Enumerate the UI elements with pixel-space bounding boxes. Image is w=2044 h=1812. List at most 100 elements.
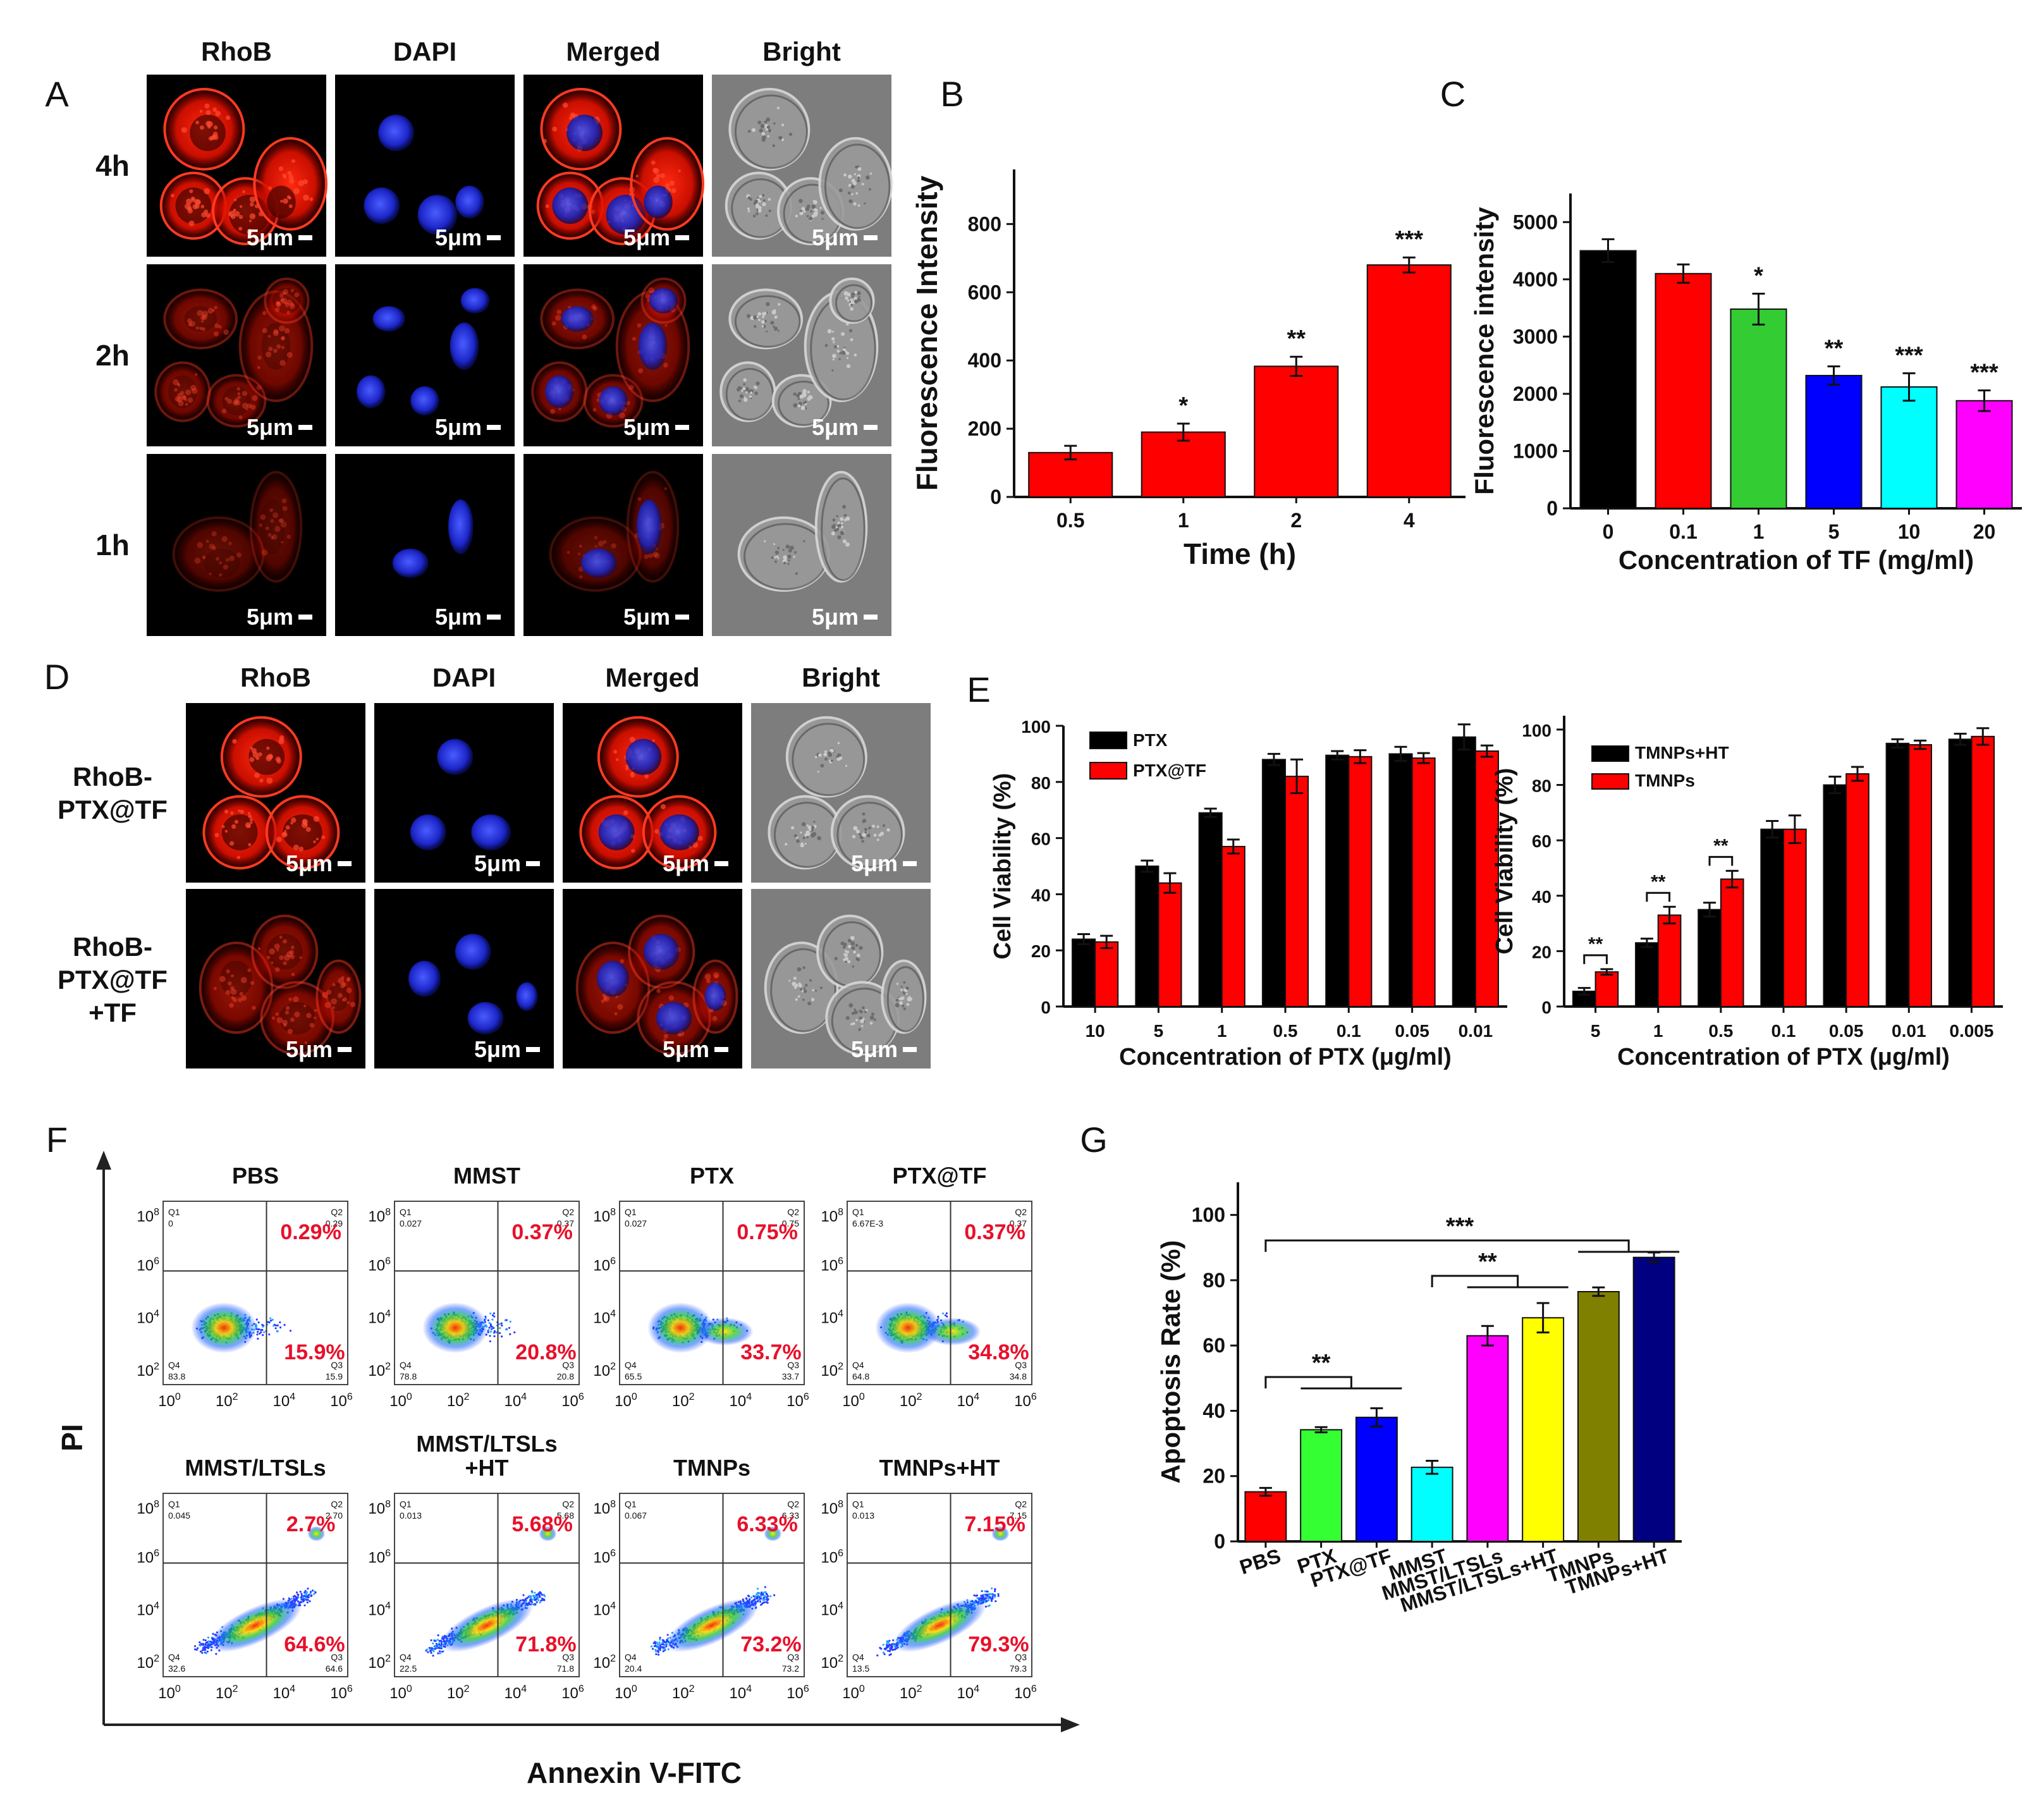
granule: [861, 183, 864, 186]
granule: [799, 394, 804, 399]
speckle: [234, 198, 237, 202]
granule: [799, 211, 804, 216]
speckle: [664, 324, 668, 327]
row-label-2h: 2h: [95, 339, 130, 372]
x-tick-label: 106: [786, 1392, 809, 1410]
speckle: [219, 561, 223, 565]
x-tick-label: 104: [730, 1392, 752, 1410]
granule: [803, 989, 807, 993]
speckle: [281, 346, 285, 350]
granule: [757, 312, 762, 316]
granule: [843, 173, 847, 177]
granule: [773, 325, 775, 328]
event-dot: [439, 1652, 441, 1655]
granule: [854, 353, 857, 357]
event-dot: [258, 1328, 260, 1331]
event-dot: [431, 1647, 434, 1650]
speckle: [280, 298, 285, 303]
nucleus: [372, 306, 405, 332]
granule: [858, 296, 860, 298]
granule: [831, 337, 835, 341]
speckle: [250, 821, 253, 824]
speckle: [195, 326, 200, 330]
event-dot: [255, 1318, 258, 1321]
speckle: [197, 542, 204, 549]
granule: [871, 824, 875, 828]
quadrant-id: Q2: [562, 1499, 574, 1509]
scale-bar: [714, 861, 728, 866]
speckle: [665, 183, 670, 188]
nucleus: [364, 187, 400, 224]
speckle: [249, 196, 256, 203]
granule: [834, 345, 837, 349]
granule: [793, 983, 799, 988]
x-axis-title: Annexin V-FITC: [527, 1756, 742, 1789]
quadrant-id: Q4: [852, 1360, 864, 1370]
speckle: [242, 391, 248, 396]
granule: [800, 831, 802, 834]
x-tick-label: 102: [447, 1392, 470, 1410]
event-dot: [942, 1312, 945, 1315]
speckle: [279, 955, 284, 960]
speckle: [214, 833, 219, 838]
event-dot: [434, 1645, 436, 1648]
x-tick-label: 106: [1014, 1392, 1037, 1410]
granule: [774, 550, 780, 555]
granule: [789, 546, 794, 550]
speckle: [635, 174, 639, 178]
tick-exponent: 4: [610, 1309, 616, 1319]
scale-bar-label: 5μm: [247, 604, 293, 630]
speckle: [630, 773, 635, 778]
speckle: [205, 539, 209, 543]
speckle: [248, 219, 252, 223]
granule: [793, 403, 798, 408]
x-tick-label: 100: [389, 1684, 412, 1702]
speckle: [285, 302, 290, 307]
cell-nucleus-void: [261, 322, 291, 370]
y-tick-label: 102: [368, 1653, 391, 1672]
plot-title: PTX: [690, 1163, 734, 1189]
scale-bar: [675, 615, 689, 620]
speckle: [289, 950, 295, 955]
tick-exponent: 0: [407, 1684, 412, 1694]
speckle: [276, 302, 281, 307]
speckle: [278, 518, 283, 523]
speckle: [656, 173, 661, 178]
speckle: [215, 111, 221, 116]
y-tick-label: 104: [593, 1309, 616, 1327]
granule: [747, 210, 750, 212]
speckle: [287, 171, 292, 176]
speckle: [652, 168, 658, 173]
row-label-1h: 1h: [95, 529, 130, 561]
granule: [759, 195, 762, 199]
speckle: [230, 988, 237, 995]
granule: [838, 756, 843, 760]
speckle: [321, 835, 326, 840]
granule: [861, 840, 865, 843]
tick-exponent: 4: [154, 1309, 159, 1319]
panel-letter-G: G: [1080, 1120, 1108, 1160]
speckle: [346, 978, 350, 982]
granule: [777, 329, 780, 332]
granule: [853, 202, 857, 205]
nucleus: [636, 499, 662, 554]
speckle: [226, 969, 230, 974]
granule: [745, 391, 748, 394]
density-core: [422, 1302, 489, 1354]
speckle: [177, 393, 183, 398]
speckle: [594, 536, 598, 539]
granule: [770, 321, 774, 325]
granule: [848, 174, 852, 179]
speckle: [227, 398, 233, 404]
event-dot: [769, 1595, 772, 1598]
upper-right-percent: 0.37%: [964, 1220, 1025, 1244]
speckle: [326, 989, 332, 995]
speckle: [201, 320, 204, 323]
speckle: [558, 407, 561, 411]
granule: [761, 132, 766, 136]
event-dot: [309, 1591, 312, 1593]
speckle: [314, 1008, 317, 1012]
speckle: [276, 836, 282, 843]
granule: [819, 207, 822, 209]
granule: [848, 199, 853, 204]
